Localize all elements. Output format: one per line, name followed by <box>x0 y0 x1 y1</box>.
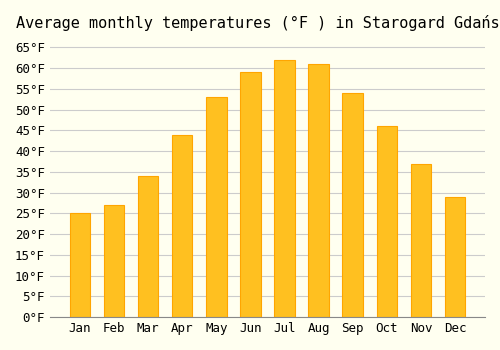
Bar <box>376 126 397 317</box>
Bar <box>240 72 260 317</box>
Title: Average monthly temperatures (°F ) in Starogard Gdański: Average monthly temperatures (°F ) in St… <box>16 15 500 31</box>
Bar <box>104 205 124 317</box>
Bar <box>138 176 158 317</box>
Bar <box>410 163 431 317</box>
Bar <box>445 197 465 317</box>
Bar <box>172 134 193 317</box>
Bar <box>70 214 90 317</box>
Bar <box>308 64 329 317</box>
Bar <box>274 60 294 317</box>
Bar <box>342 93 363 317</box>
Bar <box>206 97 227 317</box>
